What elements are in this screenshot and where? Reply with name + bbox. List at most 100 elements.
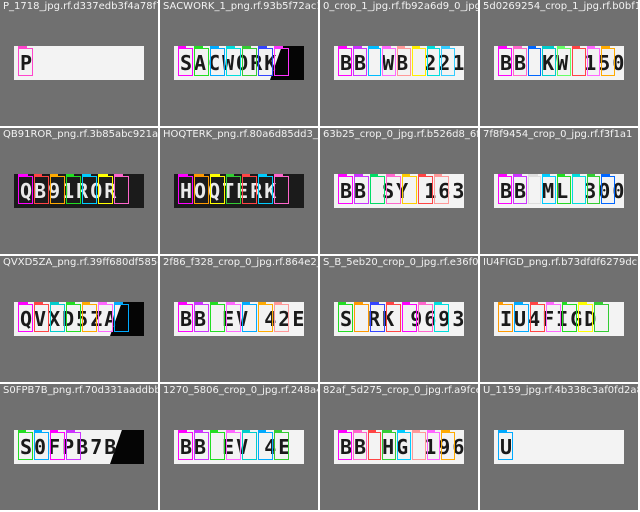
char-bbox: 5 [601, 46, 615, 76]
char-bbox: 5 [571, 46, 586, 76]
char-bbox: B [338, 430, 352, 460]
image-tile[interactable]: IU4FIGD_png.rf.b73dfdf6279dcIU4FIGDIU4FI… [480, 256, 638, 382]
image-tile[interactable]: S_B_5eb20_crop_0_jpg.rf.e36f02 S R K 9 6 9 3S… [320, 256, 478, 382]
char-bbox: Y [386, 174, 401, 204]
char-label: R [258, 174, 267, 176]
char-label: G [578, 302, 588, 304]
char-label: Z [98, 302, 107, 304]
char-label: D [242, 46, 252, 48]
char-label: 3 [557, 174, 566, 176]
char-bbox: Q [18, 302, 33, 332]
image-tile[interactable]: QVXD5ZA_png.rf.39ff680df585cQVXD5ZAQVXD5… [0, 256, 158, 382]
tile-filename: S_B_5eb20_crop_0_jpg.rf.e36f02 [323, 257, 478, 268]
char-bbox: Z [98, 302, 113, 332]
char-label: T [226, 174, 235, 176]
char-label: V [226, 430, 235, 432]
image-tile[interactable]: U_1159_jpg.rf.4b338c3af0fd2a87 UU [480, 384, 638, 510]
tile-filename: U_1159_jpg.rf.4b338c3af0fd2a87 [483, 385, 638, 396]
char-label: B [194, 430, 203, 432]
image-tile[interactable]: 1270_5806_crop_0_jpg.rf.248a4 BB EV 4E B B E… [160, 384, 318, 510]
char-bbox: 6 [367, 430, 382, 460]
char-label: E [274, 430, 283, 432]
char-label: U [514, 302, 524, 304]
image-tile[interactable]: S0FPB7B_png.rf.70d331aaddbbf S0FPB7B S 0 F P [0, 384, 158, 510]
char-bbox: 3 [34, 174, 49, 204]
char-label: I [498, 302, 504, 304]
image-tile[interactable]: SACWORK_1_png.rf.93b5f72ac1b6b0e_e3294SA… [160, 0, 318, 126]
char-bbox: E [210, 430, 225, 460]
char-label: 1 [402, 174, 411, 176]
char-bbox: X [50, 302, 65, 332]
char-label: R [114, 174, 123, 176]
license-plate-image: UU [494, 430, 624, 464]
char-bbox: 2 [411, 46, 426, 76]
char-label: 3 [601, 174, 610, 176]
char-label: E [210, 430, 219, 432]
char-annotations: B B E V 4 2 2 [174, 302, 304, 336]
image-tile[interactable]: 2f86_f328_crop_0_jpg.rf.864e2_0e5a5ad0 BB… [160, 256, 318, 382]
image-tile[interactable]: QB91ROR_png.rf.3b85abc921ae8a0e5c9 QB91RO… [0, 128, 158, 254]
char-bbox: L [542, 174, 556, 204]
char-label: 9 [50, 174, 59, 176]
tile-filename: 2f86_f328_crop_0_jpg.rf.864e2_0e5a5ad0 [163, 257, 318, 268]
char-bbox: T [226, 174, 241, 204]
image-tile[interactable]: P_1718_jpg.rf.d337edb3f4a78f7f6a7d07d61 P… [0, 0, 158, 126]
tile-filename: QB91ROR_png.rf.3b85abc921ae8a0e5c9 [3, 129, 158, 140]
license-plate-image: SACWORK S A C V D K K [174, 46, 304, 80]
char-bbox: 2 [258, 302, 273, 332]
char-bbox: 8 [441, 430, 455, 460]
char-label: 0 [586, 174, 595, 176]
image-tile[interactable]: HOQTERK_png.rf.80a6d85dd3_e80770867400 HO… [160, 128, 318, 254]
char-label: Q [18, 174, 28, 176]
license-plate-image: BB EV 42EBBEV422 [174, 302, 304, 336]
char-bbox: B [338, 46, 352, 76]
char-bbox: 4 [242, 430, 257, 460]
char-label: S [338, 302, 347, 304]
char-label: B [354, 174, 363, 176]
char-label: 6 [426, 430, 435, 432]
plate-text: IU4FIGD [500, 307, 599, 331]
char-bbox: K [274, 46, 289, 76]
char-bbox: 4 [258, 430, 273, 460]
char-bbox: D [594, 302, 609, 332]
plate-text: BB EV 4E [180, 435, 293, 459]
char-annotations: S 0 F P [14, 430, 144, 464]
image-tile[interactable]: 82af_5d275_crop_0_jpg.rf.a9fce BB HG 1968… [320, 384, 478, 510]
char-bbox: B [178, 430, 193, 460]
char-label: O [194, 174, 204, 176]
char-bbox: B [194, 302, 209, 332]
char-label: M [527, 174, 539, 176]
char-bbox: I [562, 302, 577, 332]
char-label: B [352, 430, 362, 432]
char-label: R [82, 174, 91, 176]
char-annotations: Q V X D 5 Z A [14, 302, 144, 336]
char-label: B [512, 46, 522, 48]
char-bbox: W [367, 46, 382, 76]
char-label: L [542, 174, 550, 176]
char-bbox: 1 [402, 174, 417, 204]
char-bbox: W [542, 46, 556, 76]
char-bbox: M [527, 174, 542, 204]
char-label: B [338, 174, 347, 176]
plate-text: HOQTERK [180, 179, 279, 203]
char-label: 6 [434, 174, 443, 176]
tile-filename: HOQTERK_png.rf.80a6d85dd3_e80770867400 [163, 129, 318, 140]
char-bbox: 3 [601, 174, 615, 204]
license-plate-image: BB WB 2211BBWB2211 [334, 46, 464, 80]
image-tile[interactable]: 63b25_crop_0_jpg.rf.b526d8_6f7f8948_c BB … [320, 128, 478, 254]
char-bbox: V [226, 430, 241, 460]
char-bbox: B [498, 174, 512, 204]
char-bbox: B [352, 430, 367, 460]
char-annotations: P [14, 46, 144, 80]
plate-text: BB HG 1968 [340, 435, 464, 459]
char-bbox: R [354, 302, 369, 332]
char-bbox: B [338, 174, 353, 204]
char-bbox: 9 [411, 430, 426, 460]
char-label: K [274, 174, 283, 176]
tile-filename: 0_crop_1_jpg.rf.fb92a6d9_0_jpg.rf.fb92a [323, 1, 478, 12]
image-tile[interactable]: 0_crop_1_jpg.rf.fb92a6d9_0_jpg.rf.fb92a B… [320, 0, 478, 126]
char-label: X [50, 302, 59, 304]
char-bbox: B [178, 302, 193, 332]
